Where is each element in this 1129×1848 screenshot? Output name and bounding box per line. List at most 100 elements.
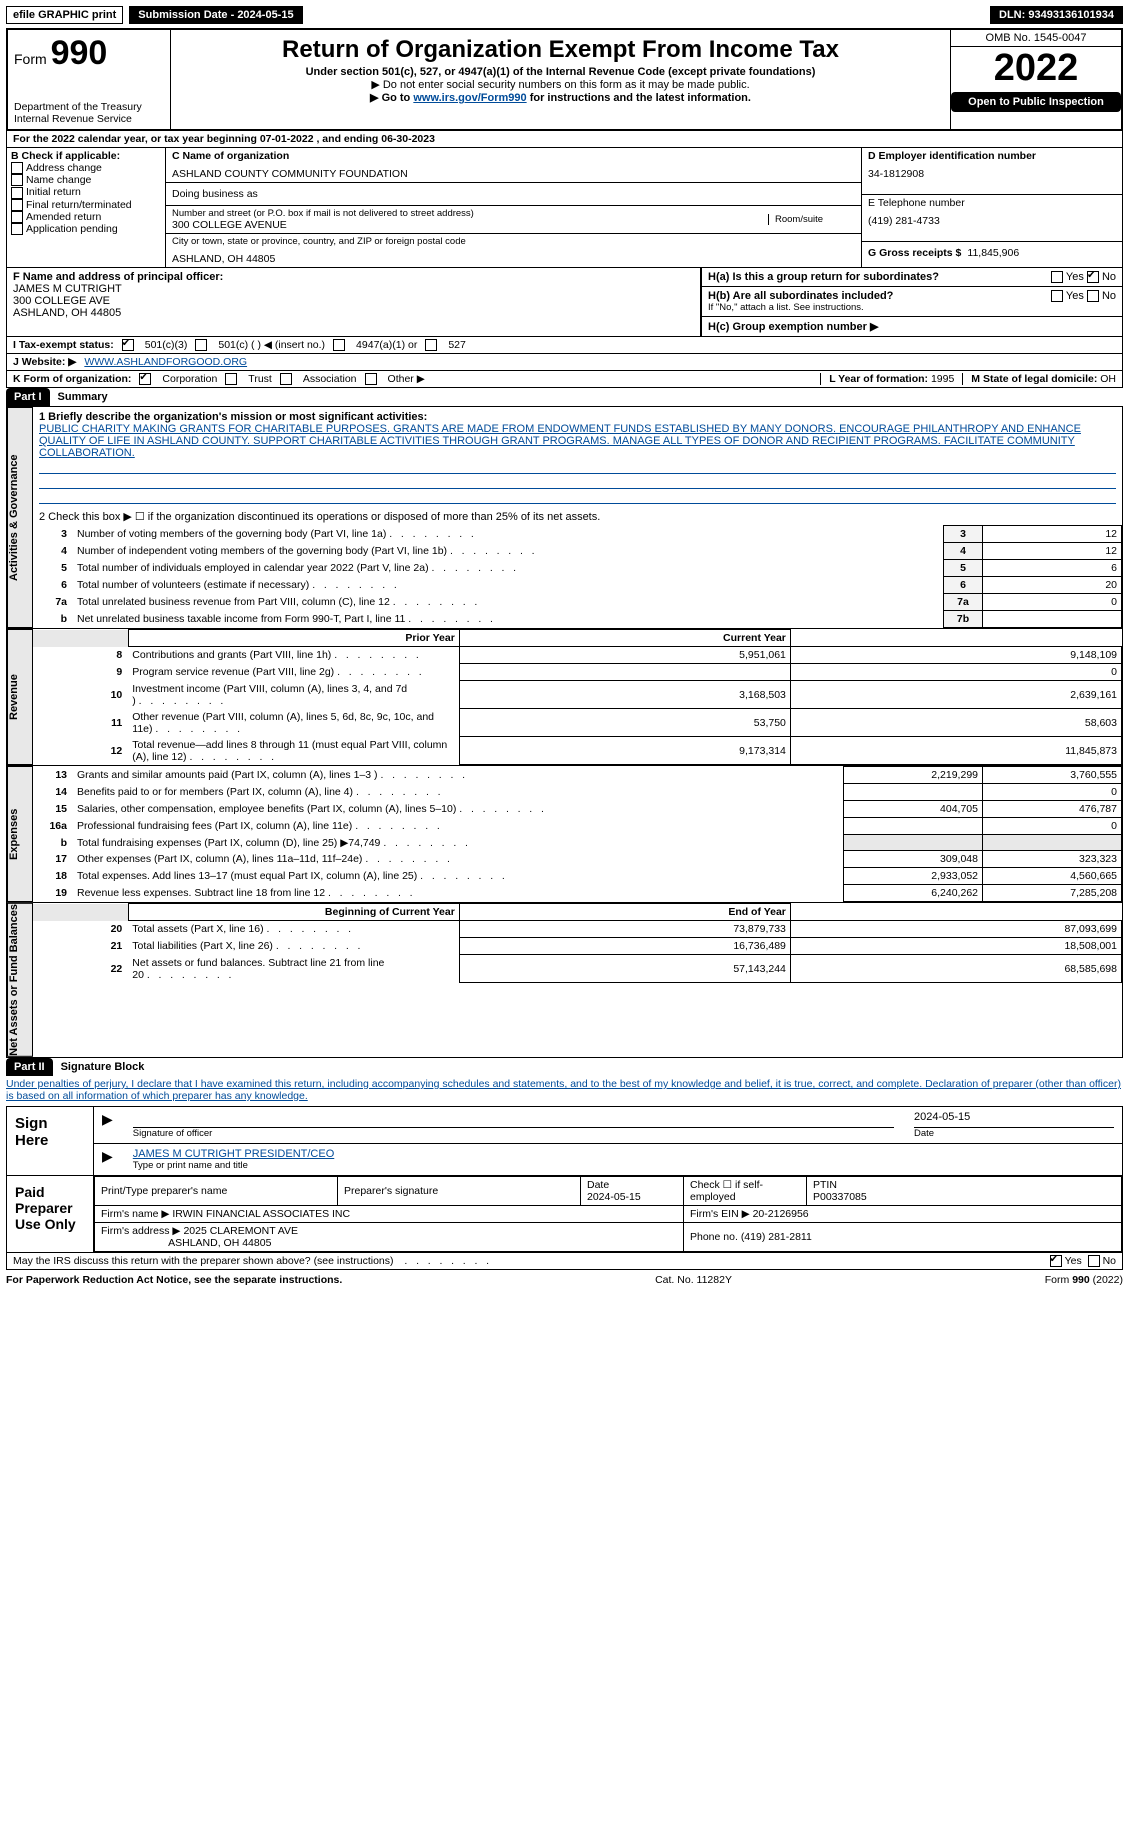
table-row: 19 Revenue less expenses. Subtract line … xyxy=(33,885,1122,902)
sign-here-block: Sign Here ▶ Signature of officer 2024-05… xyxy=(6,1106,1123,1176)
table-row: 16a Professional fundraising fees (Part … xyxy=(33,818,1122,835)
title-block: Form 990 Department of the Treasury Inte… xyxy=(6,28,1123,131)
irs-link[interactable]: www.irs.gov/Form990 xyxy=(413,92,526,104)
addr-label: Number and street (or P.O. box if mail i… xyxy=(172,208,762,219)
table-row: 8 Contributions and grants (Part VIII, l… xyxy=(33,647,1122,664)
subtitle-2: ▶ Do not enter social security numbers o… xyxy=(177,78,944,91)
perjury-decl: Under penalties of perjury, I declare th… xyxy=(6,1076,1123,1104)
b-check-label: B Check if applicable: xyxy=(11,150,161,162)
beg-year-hdr: Beginning of Current Year xyxy=(128,904,459,921)
table-row: b Total fundraising expenses (Part IX, c… xyxy=(33,835,1122,851)
footer: For Paperwork Reduction Act Notice, see … xyxy=(6,1270,1123,1286)
gross-value: 11,845,906 xyxy=(967,247,1019,259)
phone-value: (419) 281-4733 xyxy=(868,215,940,227)
side-net: Net Assets or Fund Balances xyxy=(7,903,33,1057)
f-label: F Name and address of principal officer: xyxy=(13,271,694,283)
line-i: I Tax-exempt status: 501(c)(3) 501(c) ( … xyxy=(6,337,1123,354)
part-ii-badge: Part II xyxy=(6,1058,53,1076)
table-row: 22 Net assets or fund balances. Subtract… xyxy=(33,955,1122,983)
table-row: 6 Total number of volunteers (estimate i… xyxy=(33,577,1122,594)
sig-name-value: JAMES M CUTRIGHT PRESIDENT/CEO xyxy=(133,1148,334,1160)
room-label: Room/suite xyxy=(768,214,855,225)
city-label: City or town, state or province, country… xyxy=(172,236,466,247)
b-opt: Amended return xyxy=(11,211,161,223)
b-opt: Initial return xyxy=(11,186,161,198)
table-row: 18 Total expenses. Add lines 13–17 (must… xyxy=(33,868,1122,885)
line-a: For the 2022 calendar year, or tax year … xyxy=(6,131,1123,148)
tax-year: 2022 xyxy=(951,47,1121,90)
sig-date-label: Date xyxy=(914,1128,1114,1139)
sign-here-label: Sign Here xyxy=(7,1107,94,1175)
omb: OMB No. 1545-0047 xyxy=(951,30,1121,47)
b-opt: Name change xyxy=(11,174,161,186)
dept-label: Department of the Treasury Internal Reve… xyxy=(14,101,164,125)
return-title: Return of Organization Exempt From Incom… xyxy=(177,36,944,64)
ha-row: H(a) Is this a group return for subordin… xyxy=(702,268,1122,287)
table-row: 15 Salaries, other compensation, employe… xyxy=(33,801,1122,818)
cal-year-line: For the 2022 calendar year, or tax year … xyxy=(13,133,435,145)
side-revenue: Revenue xyxy=(7,629,33,765)
part-ii-title: Signature Block xyxy=(53,1061,145,1073)
discuss-row: May the IRS discuss this return with the… xyxy=(6,1253,1123,1270)
subtitle-1: Under section 501(c), 527, or 4947(a)(1)… xyxy=(177,66,944,78)
table-row: 7a Total unrelated business revenue from… xyxy=(33,594,1122,611)
sig-name-label: Type or print name and title xyxy=(133,1160,334,1171)
mission-text: PUBLIC CHARITY MAKING GRANTS FOR CHARITA… xyxy=(39,423,1116,459)
goto-post: for instructions and the latest informat… xyxy=(527,92,751,104)
table-row: 20 Total assets (Part X, line 16) 73,879… xyxy=(33,921,1122,938)
table-row: 4 Number of independent voting members o… xyxy=(33,543,1122,560)
officer-name: JAMES M CUTRIGHT xyxy=(13,283,694,295)
part-i-header: Part I Summary xyxy=(6,388,1123,406)
table-row: 9 Program service revenue (Part VIII, li… xyxy=(33,664,1122,681)
hb-note: If "No," attach a list. See instructions… xyxy=(708,302,1116,313)
table-row: b Net unrelated business taxable income … xyxy=(33,611,1122,628)
table-row: 13 Grants and similar amounts paid (Part… xyxy=(33,767,1122,784)
ein-label: D Employer identification number xyxy=(868,150,1036,162)
side-expenses: Expenses xyxy=(7,766,33,902)
org-name: ASHLAND COUNTY COMMUNITY FOUNDATION xyxy=(172,168,408,180)
b-opt: Application pending xyxy=(11,223,161,235)
subtitle-3: ▶ Go to www.irs.gov/Form990 for instruct… xyxy=(177,91,944,104)
b-opt: Address change xyxy=(11,162,161,174)
part-i-badge: Part I xyxy=(6,388,50,406)
line-j: J Website: ▶ WWW.ASHLANDFORGOOD.ORG xyxy=(6,354,1123,371)
table-row: 10 Investment income (Part VIII, column … xyxy=(33,681,1122,709)
prep-sig-label: Preparer's signature xyxy=(338,1176,581,1205)
prep-name-label: Print/Type preparer's name xyxy=(95,1176,338,1205)
website-link[interactable]: WWW.ASHLANDFORGOOD.ORG xyxy=(84,356,247,368)
part-i-title: Summary xyxy=(50,391,108,403)
hc-row: H(c) Group exemption number ▶ xyxy=(702,317,1122,336)
curr-year-hdr: Current Year xyxy=(459,630,790,647)
fh-block: F Name and address of principal officer:… xyxy=(6,268,1123,337)
officer-addr2: ASHLAND, OH 44805 xyxy=(13,307,694,319)
sig-date-value: 2024-05-15 xyxy=(914,1111,1114,1128)
cat-no: Cat. No. 11282Y xyxy=(655,1274,732,1286)
phone-label: E Telephone number xyxy=(868,197,965,209)
table-row: 12 Total revenue—add lines 8 through 11 … xyxy=(33,737,1122,765)
table-row: 14 Benefits paid to or for members (Part… xyxy=(33,784,1122,801)
form-number: Form 990 xyxy=(14,34,164,73)
part-ii-header: Part II Signature Block xyxy=(6,1058,1123,1076)
table-row: 3 Number of voting members of the govern… xyxy=(33,526,1122,543)
efile-badge: efile GRAPHIC print xyxy=(6,6,123,24)
submission-date: Submission Date - 2024-05-15 xyxy=(129,6,302,24)
line-k: K Form of organization: Corporation Trus… xyxy=(6,371,1123,388)
b-opt: Final return/terminated xyxy=(11,199,161,211)
pra-notice: For Paperwork Reduction Act Notice, see … xyxy=(6,1274,342,1286)
hc-label: H(c) Group exemption number ▶ xyxy=(708,321,878,333)
table-row: 21 Total liabilities (Part X, line 26) 1… xyxy=(33,938,1122,955)
dba-label: Doing business as xyxy=(172,188,258,200)
self-employed: Check ☐ if self-employed xyxy=(684,1176,807,1205)
officer-addr1: 300 COLLEGE AVE xyxy=(13,295,694,307)
header-grid: B Check if applicable: Address change Na… xyxy=(6,148,1123,268)
paid-label: Paid Preparer Use Only xyxy=(7,1176,94,1252)
dln: DLN: 93493136101934 xyxy=(990,6,1123,24)
city-line: ASHLAND, OH 44805 xyxy=(172,253,275,265)
street-addr: 300 COLLEGE AVENUE xyxy=(172,219,762,231)
k-label: K Form of organization: xyxy=(13,373,131,385)
form-num: 990 xyxy=(51,34,108,72)
q2-line: 2 Check this box ▶ ☐ if the organization… xyxy=(33,508,1122,525)
prior-year-hdr: Prior Year xyxy=(128,630,459,647)
open-to-public: Open to Public Inspection xyxy=(951,92,1121,112)
form-prefix: Form xyxy=(14,51,47,67)
